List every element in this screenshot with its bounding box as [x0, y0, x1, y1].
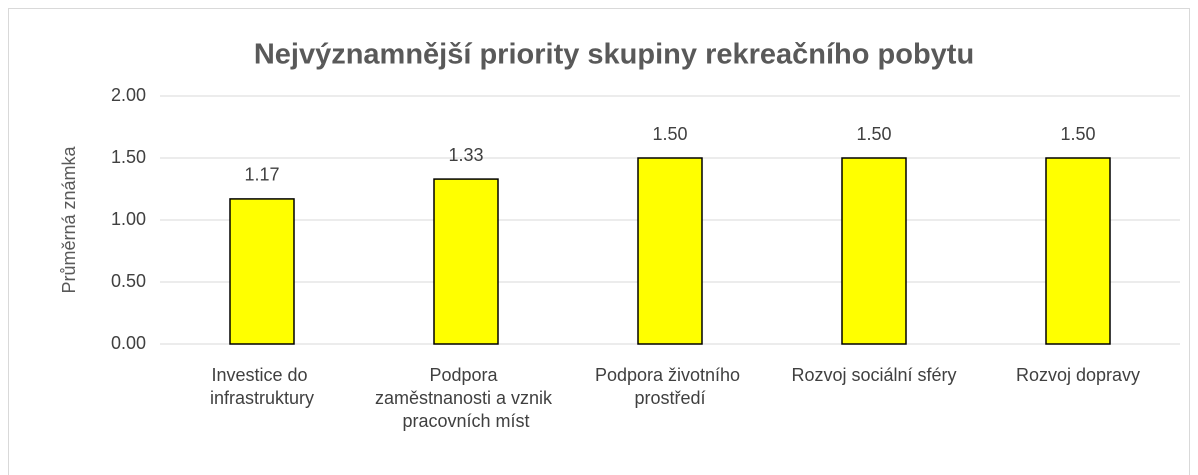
data-label: 1.50 [1060, 124, 1095, 144]
data-label: 1.33 [448, 145, 483, 165]
bar [433, 178, 499, 345]
y-tick-label: 1.00 [111, 209, 146, 229]
y-tick-label: 0.50 [111, 271, 146, 291]
x-tick-label: Podpora životního prostředí [595, 365, 745, 408]
bar [229, 198, 295, 345]
data-label: 1.17 [244, 165, 279, 185]
y-tick-label: 1.50 [111, 147, 146, 167]
x-tick-label: Investice do infrastruktury [210, 365, 314, 408]
bar [841, 157, 907, 345]
chart-title: Nejvýznamnější priority skupiny rekreačn… [254, 39, 974, 71]
data-label: 1.50 [856, 124, 891, 144]
bar [1045, 157, 1111, 345]
y-tick-label: 2.00 [111, 85, 146, 105]
chart-border [8, 8, 1190, 475]
x-tick-label: Rozvoj sociální sféry [791, 365, 956, 385]
data-label: 1.50 [652, 124, 687, 144]
y-axis-label: Průměrná známka [59, 145, 79, 293]
x-tick-label: Rozvoj dopravy [1016, 365, 1140, 385]
bar [637, 157, 703, 345]
y-tick-label: 0.00 [111, 333, 146, 353]
x-tick-label: Podpora zaměstnanosti a vznik pracovních… [375, 365, 557, 431]
